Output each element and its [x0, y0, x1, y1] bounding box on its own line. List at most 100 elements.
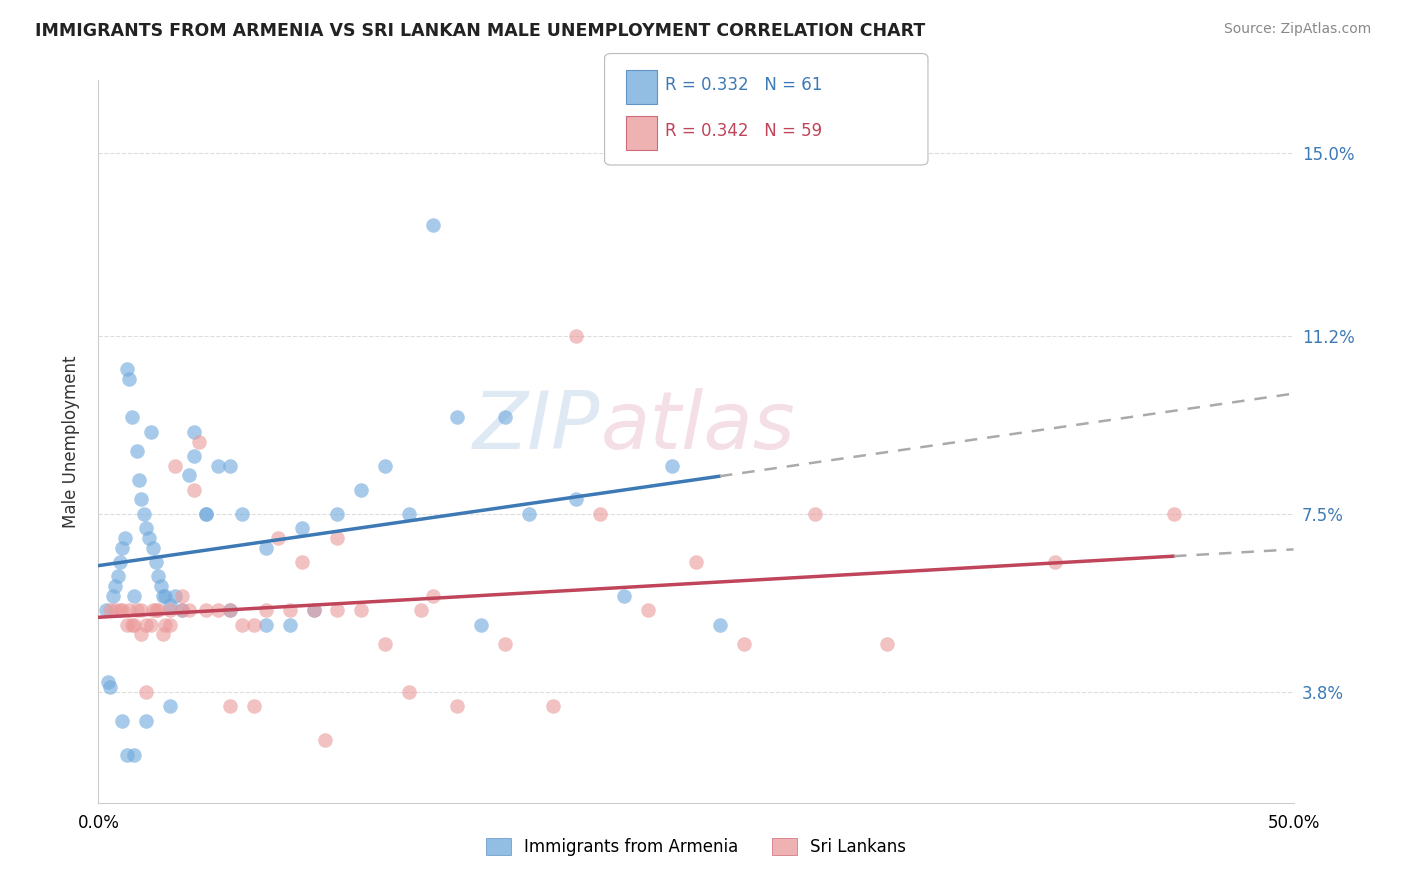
Text: atlas: atlas [600, 388, 796, 467]
Point [302, 603, 325, 617]
Point [219, 603, 242, 617]
Point [398, 685, 420, 699]
Text: Source: ZipAtlas.com: Source: ZipAtlas.com [1223, 22, 1371, 37]
Point [97, 675, 120, 690]
Point [142, 603, 165, 617]
Point [135, 685, 157, 699]
Point [207, 603, 229, 617]
Point [254, 603, 277, 617]
Point [278, 617, 301, 632]
Point [315, 733, 337, 747]
Point [159, 617, 181, 632]
Point [135, 617, 157, 632]
Point [183, 449, 205, 463]
Point [876, 637, 898, 651]
Text: IMMIGRANTS FROM ARMENIA VS SRI LANKAN MALE UNEMPLOYMENT CORRELATION CHART: IMMIGRANTS FROM ARMENIA VS SRI LANKAN MA… [35, 22, 925, 40]
Point [111, 541, 134, 555]
Point [219, 458, 242, 473]
Point [128, 473, 150, 487]
Point [124, 747, 146, 762]
Point [709, 617, 731, 632]
Point [446, 410, 468, 425]
Point [152, 627, 174, 641]
Point [172, 603, 194, 617]
Point [114, 531, 136, 545]
Point [254, 617, 277, 632]
Point [243, 699, 266, 714]
Point [131, 603, 153, 617]
Point [111, 603, 134, 617]
Point [148, 603, 170, 617]
Point [152, 589, 174, 603]
Point [231, 507, 253, 521]
Point [267, 531, 290, 545]
Point [517, 507, 540, 521]
Point [104, 579, 127, 593]
Point [159, 603, 181, 617]
Point [661, 458, 683, 473]
Point [374, 637, 396, 651]
Point [411, 603, 433, 617]
Point [565, 328, 588, 343]
Point [149, 579, 172, 593]
Point [422, 589, 444, 603]
Point [446, 699, 468, 714]
Point [565, 492, 588, 507]
Point [98, 680, 122, 694]
Point [124, 589, 146, 603]
Point [374, 458, 396, 473]
Point [159, 699, 181, 714]
Point [111, 714, 134, 728]
Point [733, 637, 755, 651]
Point [131, 627, 153, 641]
Point [350, 483, 373, 497]
Point [291, 555, 314, 569]
Point [108, 555, 131, 569]
Point [115, 747, 138, 762]
Point [135, 521, 157, 535]
Point [183, 425, 205, 439]
Point [278, 603, 301, 617]
Point [302, 603, 325, 617]
Point [155, 617, 177, 632]
Point [291, 521, 314, 535]
Point [541, 699, 564, 714]
Point [135, 714, 157, 728]
Point [163, 458, 186, 473]
Point [132, 507, 155, 521]
Point [155, 589, 177, 603]
Point [613, 589, 636, 603]
Point [139, 425, 162, 439]
Point [219, 603, 242, 617]
Point [494, 637, 516, 651]
Point [163, 589, 186, 603]
Point [326, 603, 349, 617]
Point [142, 541, 165, 555]
Point [470, 617, 492, 632]
Point [145, 555, 167, 569]
Point [685, 555, 707, 569]
Point [115, 362, 138, 376]
Point [121, 617, 143, 632]
Point [107, 569, 129, 583]
Point [207, 458, 229, 473]
Point [589, 507, 612, 521]
Point [187, 434, 209, 449]
Point [124, 617, 146, 632]
Point [94, 603, 117, 617]
Point [231, 617, 253, 632]
Point [121, 410, 143, 425]
Point [115, 617, 138, 632]
Point [131, 492, 153, 507]
Point [108, 603, 131, 617]
Point [637, 603, 659, 617]
Point [243, 617, 266, 632]
Text: R = 0.342   N = 59: R = 0.342 N = 59 [665, 122, 823, 140]
Point [104, 603, 127, 617]
Point [1163, 507, 1185, 521]
Point [195, 507, 218, 521]
Legend: Immigrants from Armenia, Sri Lankans: Immigrants from Armenia, Sri Lankans [479, 831, 912, 863]
Point [125, 603, 148, 617]
Point [350, 603, 373, 617]
Point [219, 699, 242, 714]
